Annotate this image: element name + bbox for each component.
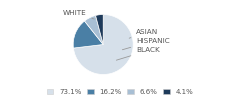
Legend: 73.1%, 16.2%, 6.6%, 4.1%: 73.1%, 16.2%, 6.6%, 4.1% (45, 88, 195, 96)
Text: ASIAN: ASIAN (129, 29, 158, 38)
Text: BLACK: BLACK (116, 48, 160, 60)
Wedge shape (73, 14, 133, 74)
Wedge shape (73, 21, 103, 48)
Text: HISPANIC: HISPANIC (122, 38, 170, 50)
Text: WHITE: WHITE (63, 10, 94, 19)
Wedge shape (84, 16, 103, 44)
Wedge shape (96, 14, 103, 44)
